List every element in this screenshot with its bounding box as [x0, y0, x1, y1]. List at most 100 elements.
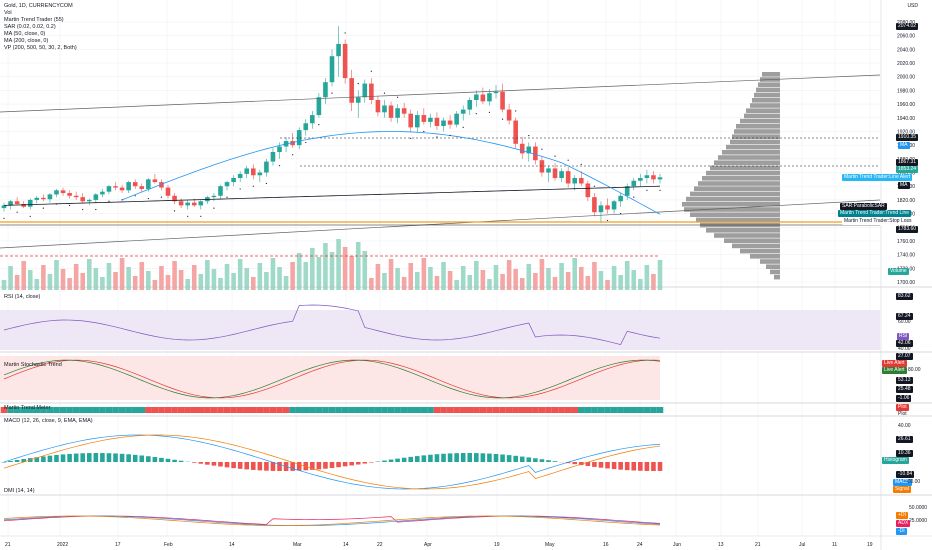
volume-bar	[513, 269, 518, 290]
trendmeter-cell	[571, 407, 578, 413]
price-axis-label: 1740.00	[897, 253, 915, 259]
time-axis[interactable]: 21 2022 17 Feb 14 Mar 14 22 Apr 19 May 16 24 Jun 13 21 J…	[0, 535, 932, 548]
macd-histogram-bar	[146, 456, 151, 462]
trendmeter-cell	[597, 407, 605, 413]
sar-dot	[173, 210, 176, 212]
legend-trendmeter[interactable]: Martin Trend Meter	[4, 405, 51, 411]
candle-body	[414, 115, 420, 128]
candle-body	[519, 143, 525, 154]
trendmeter-cell	[282, 407, 290, 413]
price-axis-label: 1760.00	[897, 239, 915, 245]
candle-body	[513, 120, 518, 144]
candle-body	[316, 97, 322, 116]
volume-profile-bar	[750, 254, 780, 259]
sar-dot	[620, 212, 622, 215]
macd-value-2: 26.61	[896, 436, 913, 443]
trendmeter-cell	[551, 407, 559, 413]
trendmeter-cell	[466, 407, 474, 413]
sar-dot	[462, 126, 464, 128]
volume-profile-bar	[732, 134, 780, 139]
candle-body	[119, 187, 125, 191]
macd-histogram-bar	[224, 462, 230, 468]
sar-dot	[633, 196, 635, 198]
volume-bar	[257, 263, 263, 290]
price-axis-label: 1700.00	[897, 280, 915, 286]
macd-histogram-bar	[598, 462, 604, 468]
legend-dmi[interactable]: DMI (14, 14)	[4, 488, 35, 494]
macd-histogram-bar	[565, 462, 571, 464]
trendmeter-cell	[315, 407, 323, 413]
candle-body	[47, 194, 53, 200]
sar-dot	[488, 111, 491, 113]
volume-profile-bar	[722, 150, 780, 155]
candle-body	[303, 123, 309, 131]
volume-profile-bar	[686, 196, 780, 202]
candlesticks[interactable]	[1, 26, 663, 224]
price-axis-label: 1960.00	[897, 102, 915, 108]
candle-body	[382, 105, 387, 113]
trendmeter-cell	[545, 407, 552, 413]
volume-bar	[428, 267, 433, 290]
trendmeter-cell	[13, 407, 21, 413]
volume-profile-bar	[706, 170, 780, 176]
candle-body	[159, 182, 164, 188]
volume-bar	[237, 259, 243, 290]
legend-macd[interactable]: MACD (12, 26, close, 9, EMA, EMA)	[4, 418, 93, 424]
macd-histogram-bar	[270, 462, 276, 471]
macd-histogram-bar	[21, 459, 26, 462]
legend-rsi[interactable]: RSI (14, close)	[4, 294, 41, 300]
candle-body	[526, 146, 532, 154]
trendmeter-cell	[164, 407, 172, 413]
price-axis[interactable]: 2080.002060.002040.002020.002000.001980.…	[880, 0, 915, 550]
legend-sar[interactable]: SAR (0.02, 0.02, 0.2)	[4, 24, 56, 30]
sar-dot	[42, 207, 44, 209]
legend-vp[interactable]: VP (200, 500, 50, 30, 2, Both)	[4, 45, 77, 51]
volume-profile-bar	[684, 207, 780, 212]
volume-bar	[546, 268, 551, 290]
legend-vol[interactable]: Vol	[4, 10, 12, 16]
volume-bar	[611, 266, 617, 290]
volume-bar	[624, 261, 630, 290]
macd-histogram-bar	[67, 453, 72, 462]
time-axis-label: 11	[832, 542, 837, 548]
channel-upper-line	[0, 74, 881, 113]
sar-dot	[475, 113, 477, 115]
candle-body	[172, 195, 177, 202]
time-axis-label: 19	[867, 542, 873, 548]
candle-body	[565, 171, 571, 184]
legend-mtt[interactable]: Martin Trend Trader (55)	[4, 17, 64, 23]
symbol-title[interactable]: Gold, 1D, CURRENCYCOM	[4, 3, 73, 9]
legend-stoch[interactable]: Martin Stochastic Trend	[4, 362, 62, 368]
volume-profile-bar	[730, 139, 780, 145]
legend-ma50[interactable]: MA (50, close, 0)	[4, 31, 46, 37]
trendmeter-cell	[204, 407, 211, 413]
trendmeter-cell	[217, 407, 224, 413]
macd-histogram-bar	[421, 455, 427, 462]
trendmeter-cell	[348, 407, 355, 413]
volume-bar	[467, 275, 473, 290]
trendmeter-cell	[138, 407, 146, 413]
volume-bar	[506, 260, 512, 290]
trendmeter-cell	[269, 407, 277, 413]
sar-dot	[580, 163, 582, 165]
stoch-line	[3, 359, 661, 399]
volume-profile-bar	[736, 124, 780, 129]
candle-body	[1, 205, 7, 209]
volume-profile-bar	[756, 87, 780, 93]
trendmeter-cell	[505, 407, 513, 413]
trendmeter-cell	[479, 407, 487, 413]
volume-bar	[434, 276, 440, 290]
candle-body	[651, 175, 656, 180]
trendmeter-cell	[610, 407, 618, 413]
stoch-value-1: 27.07	[896, 353, 913, 360]
macd-histogram-bar	[113, 453, 118, 462]
rsi-line	[3, 304, 661, 345]
macd-histogram-bar	[218, 462, 223, 467]
trendmeter-cell	[79, 407, 86, 413]
macd-histogram-bar	[441, 453, 446, 462]
volume-bar	[500, 274, 505, 290]
macd-histogram-bar	[119, 453, 125, 462]
legend-ma200[interactable]: MA (200, close, 0)	[4, 38, 49, 44]
volume-bar	[382, 273, 387, 290]
